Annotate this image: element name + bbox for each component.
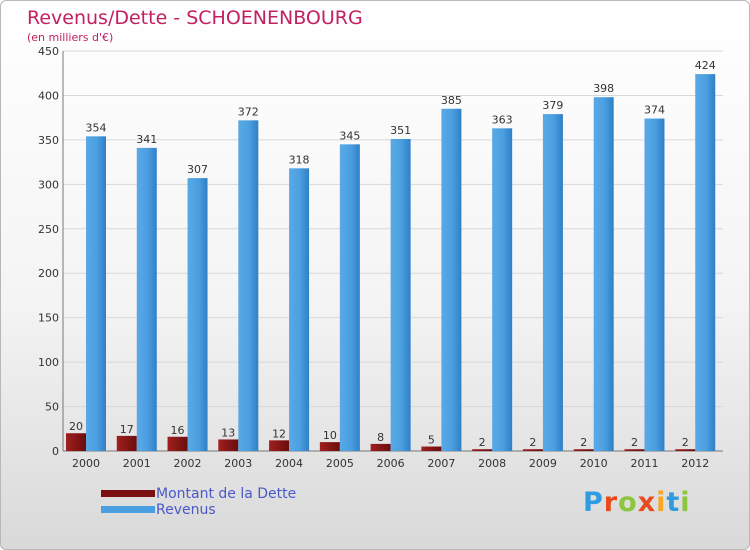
data-label-revenus: 374: [644, 104, 665, 117]
bar-dette: [116, 435, 137, 451]
bar-dette: [522, 449, 543, 451]
data-label-revenus: 424: [695, 59, 716, 72]
legend-label-dette: Montant de la Dette: [156, 486, 297, 502]
brand-letter: o: [618, 487, 638, 518]
x-tick-label: 2008: [478, 457, 506, 470]
chart-title: Revenus/Dette - SCHOENENBOURG: [27, 7, 363, 29]
y-tick-label: 50: [45, 401, 59, 414]
bar-dette: [370, 443, 391, 451]
bar-dette: [319, 442, 340, 451]
brand-letter: t: [666, 487, 681, 518]
data-label-revenus: 341: [136, 133, 157, 146]
data-label-revenus: 307: [187, 163, 208, 176]
data-label-dette: 2: [682, 436, 689, 449]
brand-letter: x: [637, 487, 657, 518]
chart-subtitle: (en milliers d'€): [27, 31, 114, 44]
x-tick-label: 2003: [224, 457, 252, 470]
x-tick-label: 2004: [275, 457, 303, 470]
x-tick-label: 2005: [326, 457, 354, 470]
data-label-revenus: 354: [86, 121, 107, 134]
brand-letter: P: [583, 487, 604, 518]
data-label-revenus: 379: [542, 99, 563, 112]
data-label-dette: 2: [479, 436, 486, 449]
y-tick-label: 400: [38, 89, 59, 102]
bar-dette: [675, 449, 696, 451]
data-label-dette: 8: [377, 431, 384, 444]
data-label-dette: 10: [323, 429, 337, 442]
data-label-revenus: 363: [492, 113, 513, 126]
bar-dette: [269, 440, 290, 451]
x-tick-label: 2002: [174, 457, 202, 470]
bar-revenus: [695, 74, 716, 451]
brand-logo: Proxiti: [583, 487, 691, 518]
x-tick-label: 2011: [630, 457, 658, 470]
y-tick-label: 300: [38, 178, 59, 191]
data-label-dette: 2: [631, 436, 638, 449]
bar-revenus: [644, 118, 665, 452]
bar-revenus: [86, 136, 106, 452]
data-label-revenus: 398: [593, 82, 614, 95]
bar-revenus: [238, 120, 259, 451]
x-tick-label: 2001: [123, 457, 151, 470]
data-label-dette: 2: [529, 436, 536, 449]
x-tick-label: 2010: [580, 457, 608, 470]
bar-dette: [624, 449, 645, 451]
bar-dette: [421, 446, 442, 451]
x-tick-label: 2000: [72, 457, 100, 470]
bar-revenus: [339, 144, 360, 452]
data-label-revenus: 372: [238, 105, 259, 118]
bar-revenus: [187, 178, 208, 451]
legend-swatch-revenus: [101, 506, 155, 513]
x-tick-label: 2006: [377, 457, 405, 470]
x-tick-label: 2009: [529, 457, 557, 470]
data-label-dette: 5: [428, 434, 435, 447]
data-label-dette: 20: [69, 420, 83, 433]
bar-revenus: [390, 139, 411, 451]
y-tick-label: 100: [38, 356, 59, 369]
data-label-dette: 12: [272, 427, 286, 440]
legend-label-revenus: Revenus: [156, 502, 216, 518]
y-tick-label: 150: [38, 312, 59, 325]
data-label-revenus: 318: [289, 153, 310, 166]
data-label-revenus: 345: [339, 129, 360, 142]
data-label-revenus: 351: [390, 124, 411, 137]
brand-letter: i: [680, 487, 691, 518]
y-tick-label: 250: [38, 223, 59, 236]
data-label-dette: 2: [580, 436, 587, 449]
y-tick-label: 0: [52, 445, 59, 458]
bar-dette: [66, 433, 86, 451]
bar-dette: [573, 449, 594, 451]
brand-letter: r: [603, 487, 619, 518]
y-tick-label: 200: [38, 267, 59, 280]
bar-revenus: [289, 168, 310, 452]
bar-revenus: [441, 108, 462, 452]
bar-dette: [167, 436, 188, 451]
data-label-dette: 17: [120, 423, 134, 436]
bar-revenus: [593, 97, 614, 451]
y-tick-label: 450: [38, 45, 59, 58]
bar-revenus: [136, 147, 157, 451]
x-tick-label: 2012: [681, 457, 709, 470]
y-tick-label: 350: [38, 134, 59, 147]
bar-revenus: [542, 114, 563, 451]
bar-dette: [218, 439, 239, 451]
data-label-dette: 16: [171, 424, 185, 437]
legend-swatch-dette: [101, 490, 155, 497]
bar-revenus: [492, 128, 513, 451]
brand-letter: i: [656, 487, 667, 518]
bar-dette: [472, 449, 493, 451]
x-tick-label: 2007: [427, 457, 455, 470]
data-label-revenus: 385: [441, 94, 462, 107]
data-label-dette: 13: [221, 426, 235, 439]
